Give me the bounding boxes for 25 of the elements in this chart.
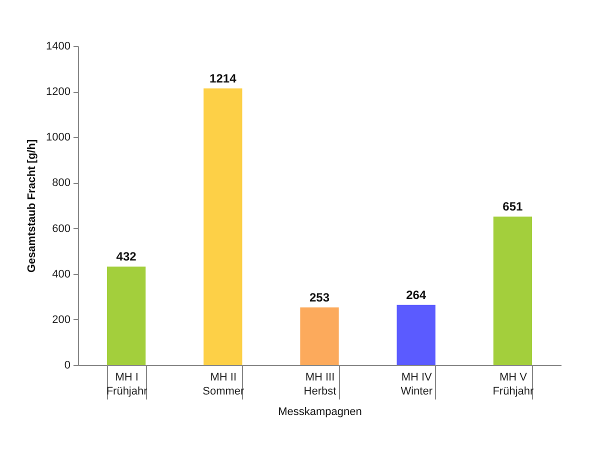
x-tick-label: MH II Sommer xyxy=(202,372,245,398)
x-tick-label: MH V Frühjahr xyxy=(492,372,534,398)
x-tick-label: MH IV Winter xyxy=(400,372,433,398)
y-tick-label: 200 xyxy=(52,314,70,326)
y-tick-label: 400 xyxy=(52,268,70,280)
data-label: 253 xyxy=(309,290,330,304)
y-tick-label: 1000 xyxy=(46,132,70,144)
y-tick-label: 800 xyxy=(52,177,70,190)
x-axis-title: Messkampagnen xyxy=(278,406,362,418)
x-tick-label: MH III Herbst xyxy=(304,372,336,398)
y-axis-title: Gesamtstaub Fracht [g/h] xyxy=(26,139,38,273)
y-tick-label: 1400 xyxy=(46,40,70,52)
y-tick-label: 0 xyxy=(64,360,70,372)
data-label: 432 xyxy=(116,250,137,264)
bar xyxy=(493,216,532,365)
y-tick-label: 600 xyxy=(52,222,70,235)
data-label: 1214 xyxy=(210,71,237,86)
bar xyxy=(396,304,436,365)
x-tick-label: MH I Frühjahr xyxy=(106,372,148,398)
data-label: 651 xyxy=(502,200,524,214)
bar xyxy=(106,266,146,365)
y-tick-label: 1200 xyxy=(46,86,70,98)
data-label: 264 xyxy=(406,288,426,302)
bar xyxy=(204,88,242,365)
bar xyxy=(300,307,339,365)
